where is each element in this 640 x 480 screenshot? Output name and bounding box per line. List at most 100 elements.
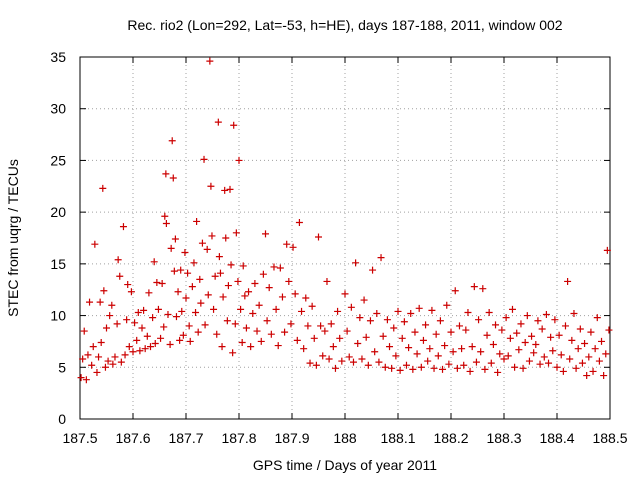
axis-ticks bbox=[79, 56, 611, 420]
data-point bbox=[581, 339, 589, 347]
x-tick-label: 188.3 bbox=[486, 430, 521, 446]
data-point bbox=[460, 361, 468, 369]
data-point bbox=[143, 332, 151, 340]
data-point bbox=[506, 334, 514, 342]
data-point bbox=[494, 368, 502, 376]
data-point bbox=[566, 355, 574, 363]
data-point bbox=[354, 339, 362, 347]
data-point bbox=[193, 217, 201, 225]
data-point bbox=[249, 310, 257, 318]
data-point bbox=[453, 364, 461, 372]
data-point bbox=[411, 328, 419, 336]
data-point bbox=[530, 349, 538, 357]
data-point bbox=[428, 306, 436, 314]
data-point bbox=[574, 345, 582, 353]
data-point bbox=[398, 334, 406, 342]
data-point bbox=[468, 343, 476, 351]
y-tick-label: 35 bbox=[50, 49, 66, 65]
data-point bbox=[538, 325, 546, 333]
x-axis-label: GPS time / Days of year 2011 bbox=[253, 457, 437, 473]
data-point bbox=[289, 243, 297, 251]
data-point bbox=[568, 336, 576, 344]
data-point bbox=[595, 357, 603, 365]
data-point bbox=[179, 331, 187, 339]
data-point bbox=[140, 306, 148, 314]
data-point bbox=[114, 256, 122, 264]
data-point bbox=[166, 341, 174, 349]
data-point bbox=[138, 324, 146, 332]
data-point bbox=[542, 311, 550, 319]
data-point bbox=[483, 331, 491, 339]
data-point bbox=[341, 290, 349, 298]
y-axis-label: STEC from uqrg / TECUs bbox=[5, 159, 21, 317]
data-point bbox=[352, 259, 360, 267]
x-tick-label: 188 bbox=[333, 430, 357, 446]
data-point bbox=[481, 365, 489, 373]
data-point bbox=[317, 322, 325, 330]
data-point bbox=[171, 235, 179, 243]
data-point bbox=[129, 348, 137, 356]
data-point bbox=[422, 321, 430, 329]
data-point bbox=[272, 305, 280, 313]
x-tick-labels: 187.5 187.6 187.7 187.8 187.9 188 188.1 188.2 18… bbox=[62, 430, 627, 446]
data-point bbox=[95, 353, 103, 361]
data-point bbox=[96, 298, 104, 306]
data-point bbox=[319, 352, 327, 360]
data-point bbox=[356, 314, 364, 322]
data-point bbox=[186, 337, 194, 345]
data-point bbox=[327, 320, 335, 328]
data-point bbox=[415, 304, 423, 312]
data-point bbox=[434, 352, 442, 360]
data-point bbox=[598, 337, 606, 345]
data-point bbox=[185, 322, 193, 330]
data-point bbox=[221, 186, 229, 194]
data-point bbox=[458, 345, 466, 353]
data-point bbox=[100, 287, 108, 295]
data-point bbox=[298, 307, 306, 315]
data-point bbox=[133, 336, 141, 344]
y-tick-label: 15 bbox=[50, 256, 66, 272]
data-point bbox=[519, 364, 527, 372]
data-point bbox=[184, 269, 192, 277]
data-point bbox=[371, 348, 379, 356]
data-point bbox=[247, 343, 255, 351]
data-point bbox=[436, 317, 444, 325]
data-point bbox=[591, 345, 599, 353]
x-tick-label: 188.4 bbox=[539, 430, 574, 446]
data-point bbox=[218, 343, 226, 351]
data-point bbox=[93, 368, 101, 376]
data-point bbox=[262, 230, 269, 238]
data-point bbox=[257, 337, 265, 345]
data-point bbox=[267, 330, 275, 338]
data-point bbox=[521, 338, 529, 346]
data-point bbox=[502, 314, 510, 322]
data-point bbox=[77, 374, 85, 382]
data-point bbox=[242, 324, 250, 332]
data-point bbox=[127, 288, 135, 296]
data-point bbox=[557, 351, 565, 359]
data-point bbox=[315, 233, 322, 241]
data-point bbox=[338, 357, 346, 365]
x-tick-label: 187.5 bbox=[62, 430, 97, 446]
data-point bbox=[369, 266, 377, 274]
data-point bbox=[323, 277, 331, 285]
data-point bbox=[343, 327, 351, 335]
data-point bbox=[164, 311, 172, 319]
data-point bbox=[181, 248, 189, 256]
data-point bbox=[419, 336, 427, 344]
data-point bbox=[402, 361, 410, 369]
data-point bbox=[390, 324, 398, 332]
data-point bbox=[190, 259, 198, 267]
data-point bbox=[79, 355, 87, 363]
data-point bbox=[553, 363, 561, 371]
data-point bbox=[492, 321, 500, 329]
data-point bbox=[103, 324, 110, 332]
y-tick-label: 5 bbox=[58, 359, 66, 375]
x-tick-label: 187.9 bbox=[274, 430, 309, 446]
data-point bbox=[154, 305, 162, 313]
x-tick-label: 187.8 bbox=[221, 430, 256, 446]
data-point bbox=[360, 296, 368, 304]
data-point bbox=[561, 322, 569, 330]
data-point bbox=[593, 314, 601, 322]
data-point bbox=[208, 232, 216, 240]
